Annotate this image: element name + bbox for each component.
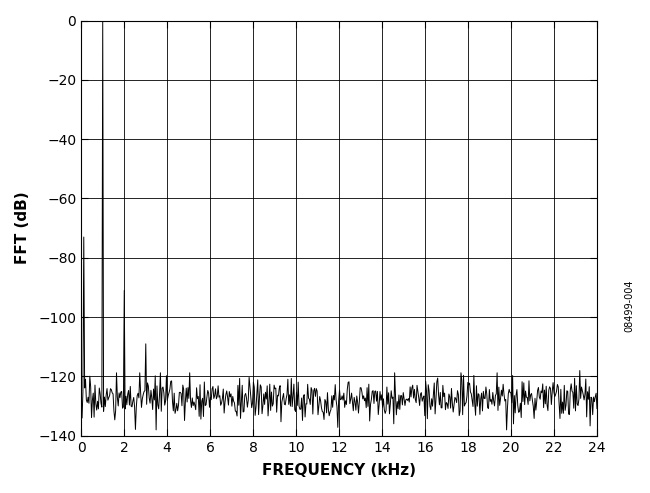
Text: 08499-004: 08499-004 bbox=[624, 280, 634, 332]
X-axis label: FREQUENCY (kHz): FREQUENCY (kHz) bbox=[262, 463, 416, 478]
Y-axis label: FFT (dB): FFT (dB) bbox=[15, 192, 30, 264]
